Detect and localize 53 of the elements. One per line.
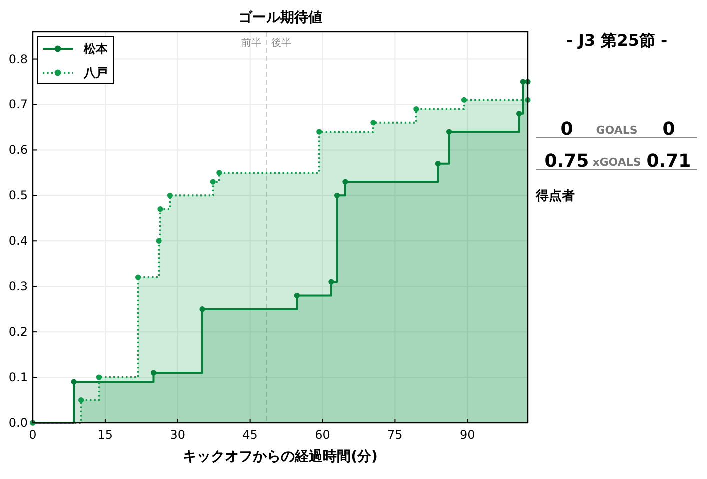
point [135,274,142,280]
point [210,179,216,185]
data-label: 0 [560,119,574,140]
data-label: 0.71 [646,151,692,172]
category-label: xGOALS [592,156,642,169]
point [446,129,452,135]
y-tick-label: 0.4 [8,234,28,248]
y-tick-label: 0.6 [8,143,28,158]
data-label: 0 [662,119,676,140]
data-label: 0.75 [544,151,590,172]
annotation: 後半 [272,37,292,49]
point [150,370,157,376]
text: - J3 第25節 - [566,31,668,50]
point [328,279,334,285]
point [414,106,420,112]
point [342,179,348,185]
chart-title: ゴール期待値 [238,10,322,26]
text: 得点者 [535,188,575,204]
y-tick-label: 0.8 [8,52,28,66]
point [158,206,164,212]
x-tick-label: 75 [388,428,403,442]
legend-label: 八戸 [83,66,108,80]
x-tick-label: 15 [98,428,114,442]
point [435,161,441,167]
point [316,129,322,135]
x-tick-label: 45 [242,428,258,442]
point [334,192,340,198]
point [78,397,84,404]
annotation: 前半 [242,37,262,49]
x-tick-label: 90 [460,428,476,442]
point [216,170,222,176]
y-tick-label: 0.0 [8,416,28,430]
legend-label: 松本 [83,42,109,56]
point [167,192,173,198]
point [516,111,522,117]
y-tick-label: 0.3 [8,280,28,294]
y-tick-label: 0.7 [8,98,28,112]
point [156,238,162,244]
x-tick-label: 30 [170,428,186,442]
point [96,374,102,380]
point [461,97,468,103]
x-tick-label: 0 [29,428,37,442]
point [370,120,376,126]
x-axis-title: キックオフからの経過時間(分) [183,449,378,465]
y-tick-label: 0.2 [8,325,28,340]
point [200,306,206,312]
point [520,79,526,85]
point [294,292,300,298]
point [71,379,77,385]
y-tick-label: 0.5 [8,188,28,203]
x-tick-label: 60 [315,428,330,442]
y-tick-label: 0.1 [8,370,28,385]
category-label: GOALS [596,124,638,137]
